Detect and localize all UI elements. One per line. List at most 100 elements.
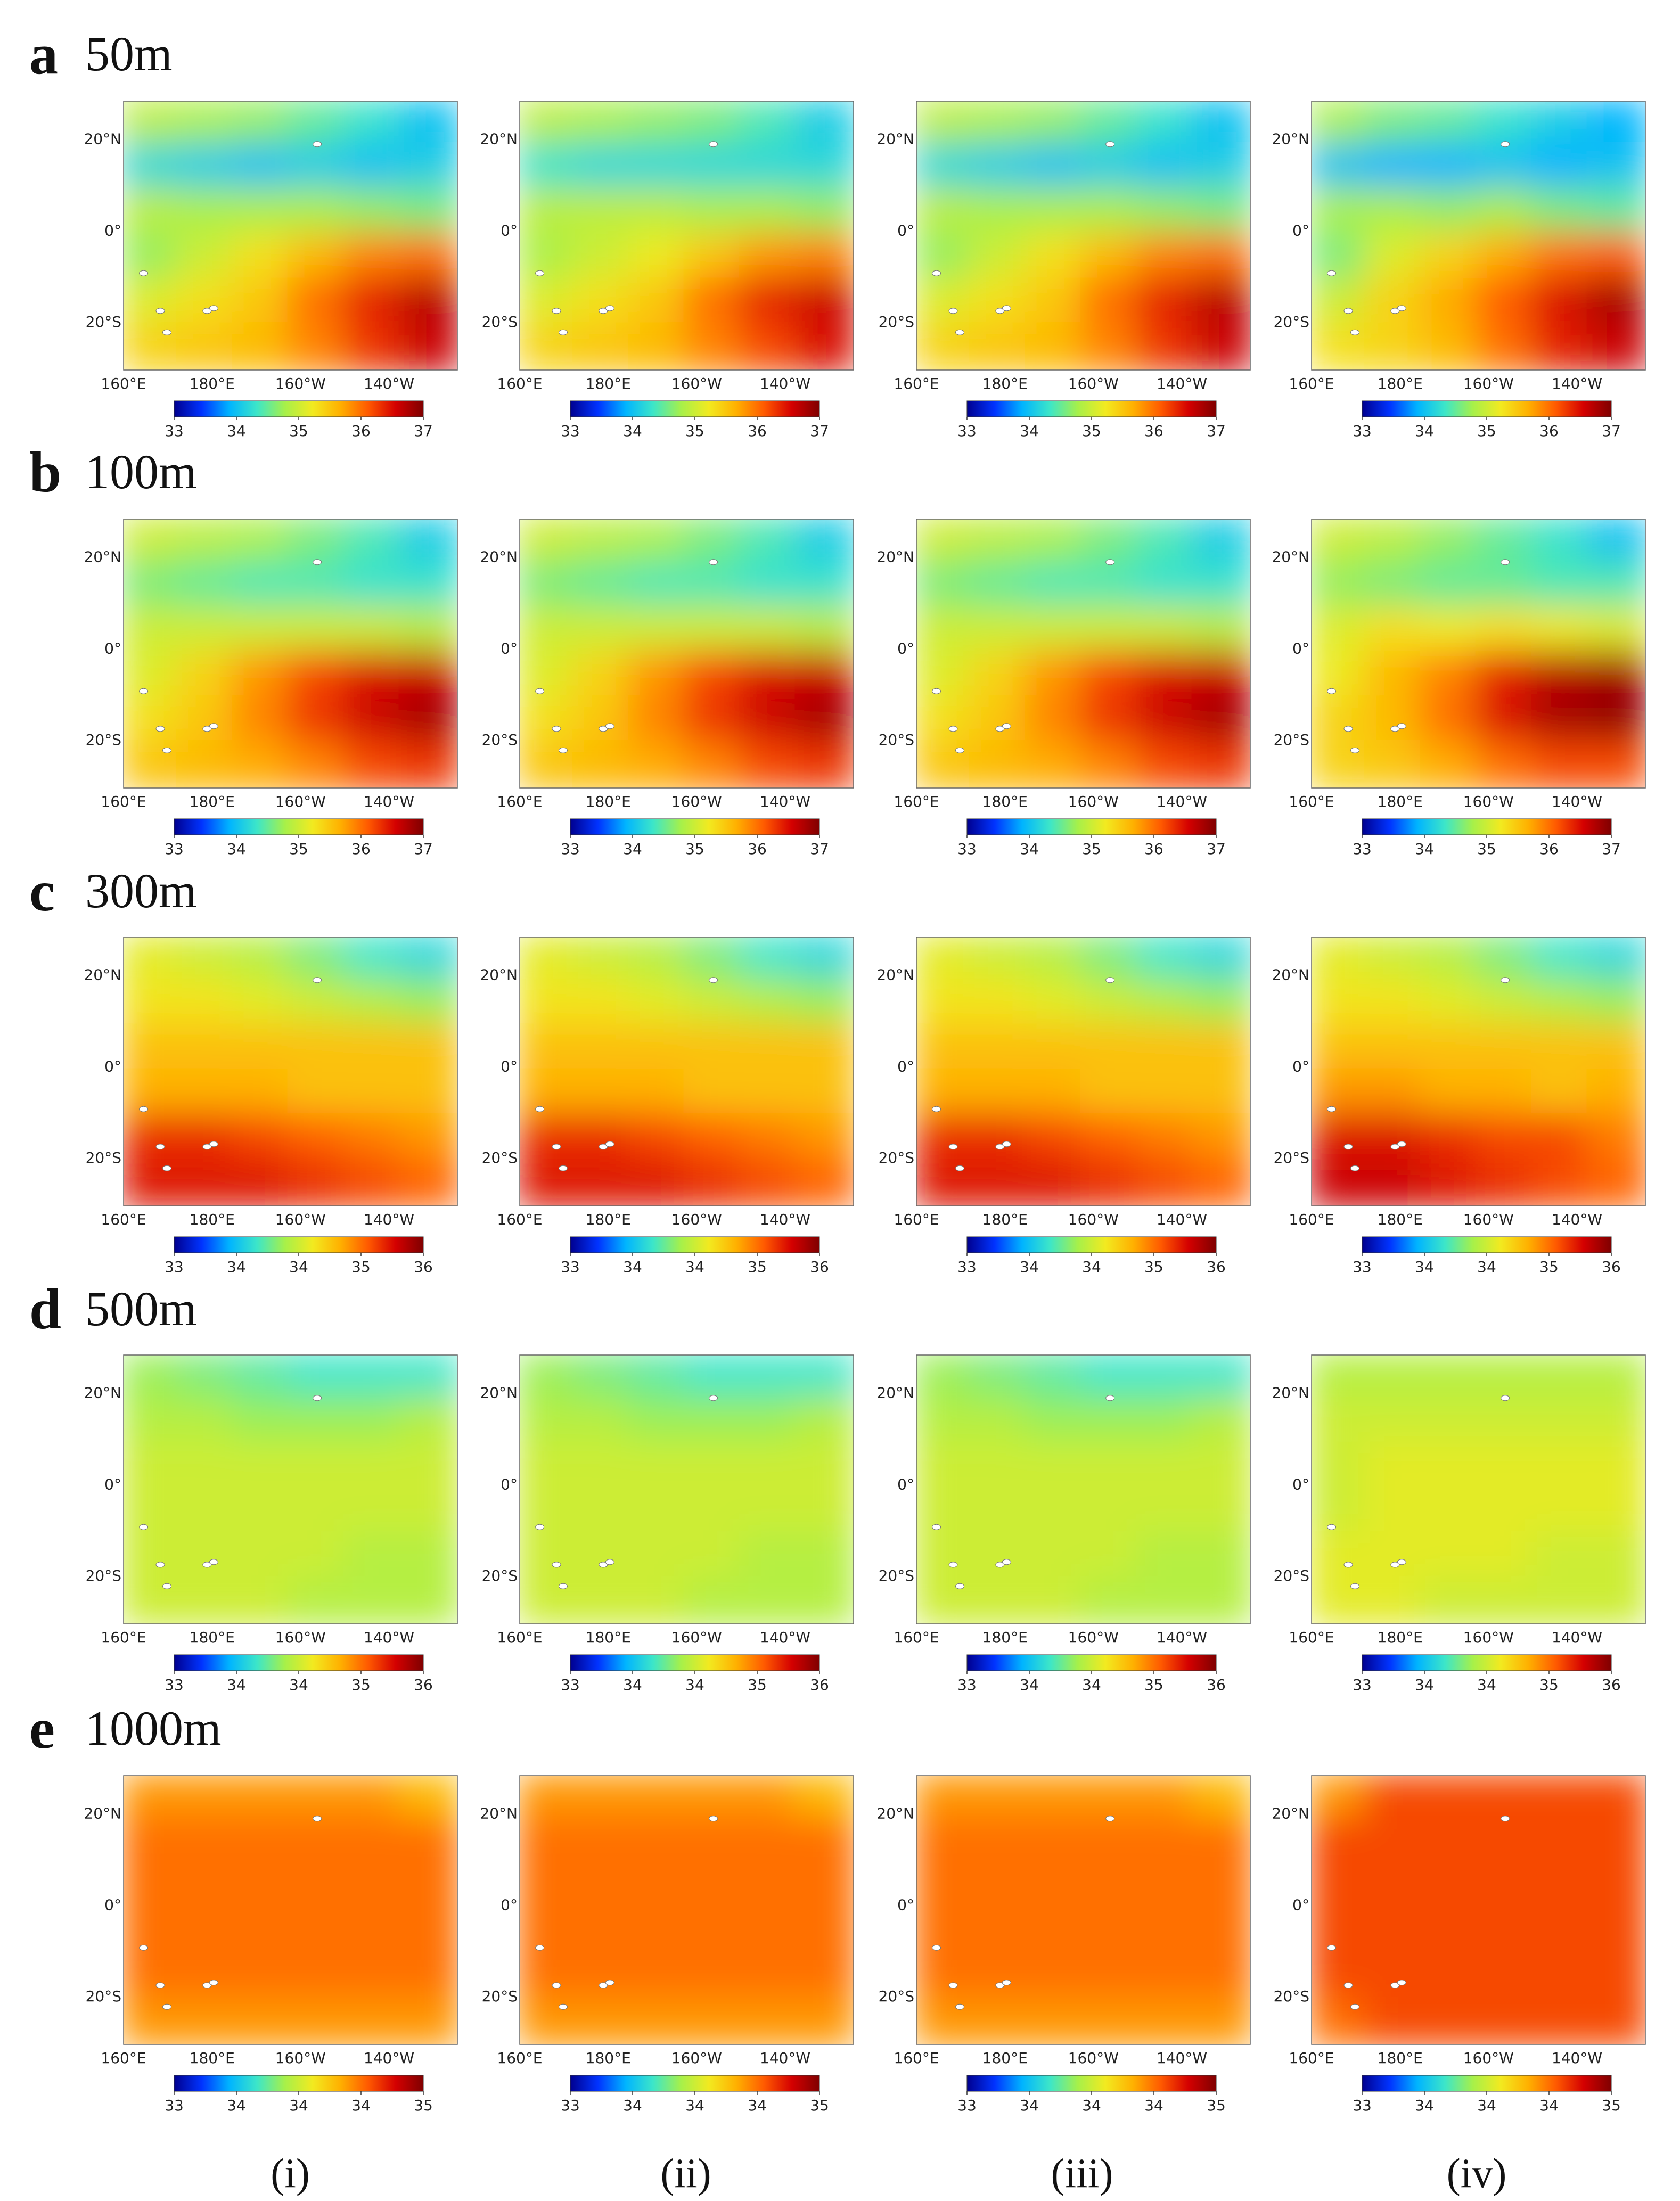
field-cell	[343, 1907, 405, 1958]
field-cell	[739, 1862, 801, 1913]
field-cell	[1191, 1397, 1250, 1448]
colorbar-tick-label: 34	[623, 2097, 642, 2114]
field-cell	[287, 979, 349, 1030]
field-cell	[1586, 1157, 1645, 1206]
field-cell	[343, 1486, 405, 1538]
colorbar	[570, 400, 820, 417]
field-cell	[1531, 605, 1593, 657]
field-cell	[1420, 1397, 1482, 1448]
field-cell	[1312, 979, 1371, 1030]
rows-layer: a 50m 20°N 0° 20°S 160°E 180°E 160°W 140°W 33 34 35…	[29, 23, 1646, 2114]
colorbar-tick-label: 34	[1415, 422, 1434, 440]
field-cell	[572, 232, 634, 284]
row-letter: a	[29, 23, 58, 86]
field-cell	[572, 1531, 634, 1582]
field-cell	[1475, 1996, 1537, 2044]
island-mark	[162, 1583, 171, 1589]
field-cell	[1364, 1441, 1426, 1493]
colorbar-tick-label: 36	[1539, 840, 1559, 858]
salinity-field	[520, 937, 854, 1206]
field-cell	[1191, 937, 1250, 985]
field-cell	[1364, 1531, 1426, 1582]
lon-tick-label: 140°W	[364, 1629, 414, 1646]
field-cell	[1586, 1397, 1645, 1448]
island-mark	[313, 559, 322, 565]
field-cell	[1475, 561, 1537, 612]
field-cell	[1080, 1068, 1142, 1120]
field-cell	[232, 1776, 294, 1824]
lat-tick-label: 0°	[501, 639, 518, 657]
field-cell	[794, 1441, 854, 1493]
colorbar-tick-label: 35	[748, 1676, 767, 1694]
field-cell	[1364, 979, 1426, 1030]
field-cell	[1312, 1397, 1371, 1448]
field-cell	[287, 277, 349, 328]
field-cell	[969, 1157, 1031, 1206]
field-cell	[628, 322, 690, 370]
field-cell	[287, 1397, 349, 1448]
field-cell	[572, 277, 634, 328]
field-cell	[520, 101, 579, 150]
field-cell	[1586, 101, 1645, 150]
colorbar-tick-label: 33	[561, 840, 580, 858]
salinity-field	[124, 1776, 457, 2044]
field-cell	[1586, 519, 1645, 568]
field-cell	[287, 1951, 349, 2003]
column-label-iii: (iii)	[1051, 2150, 1113, 2196]
field-cell	[124, 1951, 183, 2003]
lat-tick-label: 20°S	[482, 1988, 518, 2005]
field-cell	[628, 650, 690, 702]
field-cell	[1136, 1575, 1198, 1624]
field-cell	[398, 1441, 457, 1493]
field-cell	[969, 101, 1031, 150]
field-cell	[1364, 1776, 1426, 1824]
island-mark	[1350, 1583, 1359, 1589]
lat-tick-label: 20°N	[1272, 548, 1309, 566]
field-cell	[794, 1776, 854, 1824]
field-cell	[572, 101, 634, 150]
field-cell	[794, 1951, 854, 2003]
lat-tick-label: 20°N	[84, 1805, 121, 1822]
field-cell	[572, 1817, 634, 1869]
field-cell	[1191, 561, 1250, 612]
field-cell	[232, 101, 294, 150]
lat-tick-label: 20°S	[86, 1567, 121, 1584]
field-cell	[1586, 322, 1645, 370]
field-cell	[1312, 1996, 1371, 2044]
field-cell	[287, 740, 349, 788]
field-cell	[916, 740, 976, 788]
field-cell	[739, 1996, 801, 2044]
field-cell	[1420, 1776, 1482, 1824]
field-cell	[287, 322, 349, 370]
field-cell	[916, 979, 976, 1030]
colorbar-tick-label: 36	[1144, 840, 1163, 858]
field-cell	[628, 695, 690, 746]
field-cell	[287, 561, 349, 612]
field-cell	[916, 1951, 976, 2003]
lon-tick-label: 180°E	[190, 1211, 235, 1228]
field-cell	[1586, 1575, 1645, 1624]
colorbar	[570, 2075, 820, 2092]
colorbar-tick-label: 33	[957, 840, 977, 858]
lon-tick-label: 160°E	[1289, 375, 1334, 392]
island-mark	[1327, 688, 1337, 694]
field-cell	[232, 650, 294, 702]
field-cell	[794, 1817, 854, 1869]
field-cell	[232, 322, 294, 370]
lon-tick-label: 180°E	[586, 375, 631, 392]
field-cell	[683, 605, 745, 657]
field-cell	[343, 519, 405, 568]
field-cell	[520, 1355, 579, 1403]
field-cell	[1364, 1113, 1426, 1164]
field-cell	[1531, 1531, 1593, 1582]
salinity-field	[520, 1355, 854, 1624]
island-mark	[535, 1944, 545, 1951]
field-cell	[1312, 101, 1371, 150]
island-mark	[605, 1559, 614, 1565]
field-cell	[1191, 1575, 1250, 1624]
field-cell	[1191, 1531, 1250, 1582]
field-cell	[572, 1157, 634, 1206]
lat-tick-label: 20°N	[876, 1805, 914, 1822]
field-cell	[1191, 1907, 1250, 1958]
field-cell	[520, 1575, 579, 1624]
